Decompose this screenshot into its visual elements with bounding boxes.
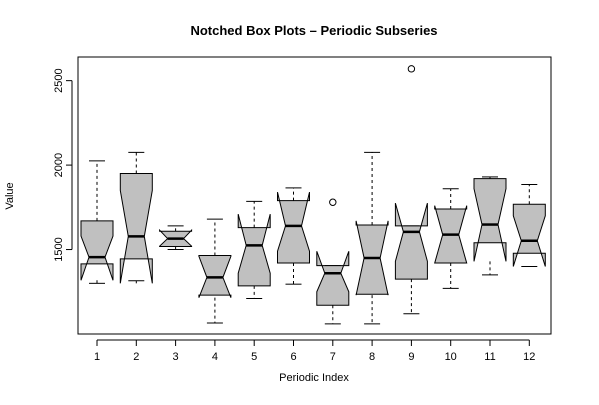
notched-box <box>119 173 153 284</box>
box-group-5 <box>237 200 271 300</box>
x-tick-label: 1 <box>94 351 100 363</box>
x-tick-label: 3 <box>173 351 179 363</box>
x-tick-label: 9 <box>408 351 414 363</box>
box-group-3 <box>159 225 193 251</box>
x-tick-label: 12 <box>523 351 535 363</box>
x-tick-label: 11 <box>484 351 495 363</box>
chart-title: Notched Box Plots – Periodic Subseries <box>190 23 437 38</box>
box-group-2 <box>119 151 153 284</box>
box-group-6 <box>277 187 310 285</box>
x-tick-label: 4 <box>212 351 218 363</box>
x-tick-label: 2 <box>133 351 139 363</box>
box-group-12 <box>512 184 546 267</box>
y-tick-label: 1500 <box>53 237 65 261</box>
box-group-7 <box>316 198 350 325</box>
notched-box <box>394 202 428 280</box>
x-axis-label: Periodic Index <box>279 372 349 384</box>
notched-box <box>512 203 546 267</box>
x-tick-label: 8 <box>369 351 375 363</box>
box-group-11 <box>473 176 507 276</box>
outlier-point <box>407 65 416 73</box>
plot-layer <box>80 65 546 325</box>
box-group-9 <box>394 65 428 315</box>
x-tick-label: 5 <box>251 351 257 363</box>
x-tick-label: 6 <box>290 351 296 363</box>
y-axis-label: Value <box>4 182 16 209</box>
notched-box <box>237 213 271 287</box>
box-group-4 <box>198 218 232 324</box>
notched-box <box>277 192 310 264</box>
plot-frame <box>77 56 552 335</box>
notched-box <box>473 178 507 262</box>
box-group-8 <box>355 151 389 325</box>
x-tick-label: 10 <box>445 351 457 363</box>
notched-box <box>80 220 114 281</box>
box-group-10 <box>434 188 468 289</box>
box-group-1 <box>80 160 114 284</box>
x-tick-label: 7 <box>330 351 336 363</box>
outlier-point <box>329 198 337 206</box>
y-tick-label: 2000 <box>53 153 65 177</box>
notched-box <box>316 251 350 306</box>
y-tick-label: 2500 <box>53 68 65 92</box>
